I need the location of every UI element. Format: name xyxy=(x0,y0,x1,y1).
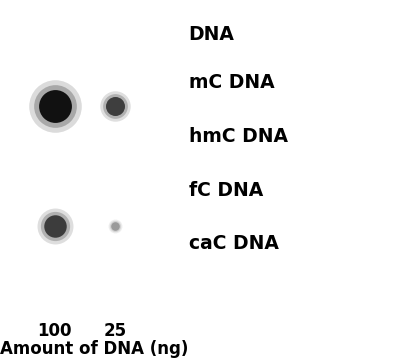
Point xyxy=(112,223,118,229)
Point xyxy=(51,223,58,229)
Point xyxy=(51,223,58,229)
Point xyxy=(112,104,118,109)
Text: caC DNA: caC DNA xyxy=(189,234,279,253)
Text: fC DNA: fC DNA xyxy=(189,181,263,199)
Point xyxy=(51,104,58,109)
Text: 100: 100 xyxy=(37,322,72,340)
Point xyxy=(51,104,58,109)
Text: DNA: DNA xyxy=(189,25,235,44)
Point xyxy=(51,223,58,229)
Point xyxy=(112,223,118,229)
Text: mC DNA: mC DNA xyxy=(189,73,274,92)
Point xyxy=(112,104,118,109)
Text: 25: 25 xyxy=(103,322,127,340)
Point xyxy=(112,104,118,109)
Text: Amount of DNA (ng): Amount of DNA (ng) xyxy=(0,340,189,358)
Point xyxy=(112,223,118,229)
Point xyxy=(51,104,58,109)
Text: hmC DNA: hmC DNA xyxy=(189,127,288,146)
